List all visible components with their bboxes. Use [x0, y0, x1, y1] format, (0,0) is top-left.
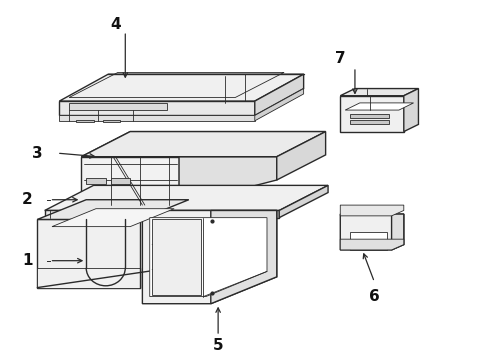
Text: 2: 2	[22, 192, 33, 207]
Polygon shape	[52, 209, 174, 226]
Text: 1: 1	[23, 253, 33, 268]
Polygon shape	[345, 103, 414, 110]
Polygon shape	[340, 239, 404, 250]
Polygon shape	[340, 205, 404, 216]
Polygon shape	[37, 200, 189, 220]
Polygon shape	[111, 178, 130, 184]
Polygon shape	[59, 74, 304, 101]
Polygon shape	[392, 214, 404, 250]
Polygon shape	[81, 132, 326, 157]
Polygon shape	[211, 211, 277, 304]
Polygon shape	[350, 120, 389, 125]
Polygon shape	[81, 132, 326, 157]
Polygon shape	[255, 89, 304, 121]
Text: 6: 6	[369, 289, 380, 304]
Text: 7: 7	[335, 50, 345, 66]
Text: 4: 4	[110, 17, 121, 32]
Polygon shape	[103, 120, 121, 122]
Polygon shape	[45, 185, 328, 211]
Polygon shape	[59, 116, 255, 121]
Polygon shape	[45, 211, 279, 218]
Polygon shape	[350, 114, 389, 118]
Polygon shape	[59, 101, 255, 116]
Polygon shape	[143, 211, 277, 304]
Polygon shape	[279, 185, 328, 218]
Polygon shape	[81, 157, 179, 205]
Polygon shape	[277, 132, 326, 180]
Polygon shape	[179, 157, 277, 205]
Polygon shape	[76, 120, 94, 122]
Polygon shape	[340, 89, 418, 96]
Polygon shape	[340, 214, 404, 250]
Polygon shape	[340, 96, 404, 132]
Polygon shape	[37, 220, 140, 288]
Polygon shape	[86, 178, 106, 184]
Polygon shape	[37, 268, 140, 288]
Polygon shape	[255, 74, 304, 116]
Text: 3: 3	[32, 145, 43, 161]
Text: 5: 5	[213, 338, 223, 353]
Polygon shape	[350, 232, 387, 250]
Polygon shape	[404, 89, 418, 132]
Polygon shape	[152, 220, 201, 295]
Polygon shape	[150, 218, 267, 297]
Polygon shape	[69, 103, 167, 110]
